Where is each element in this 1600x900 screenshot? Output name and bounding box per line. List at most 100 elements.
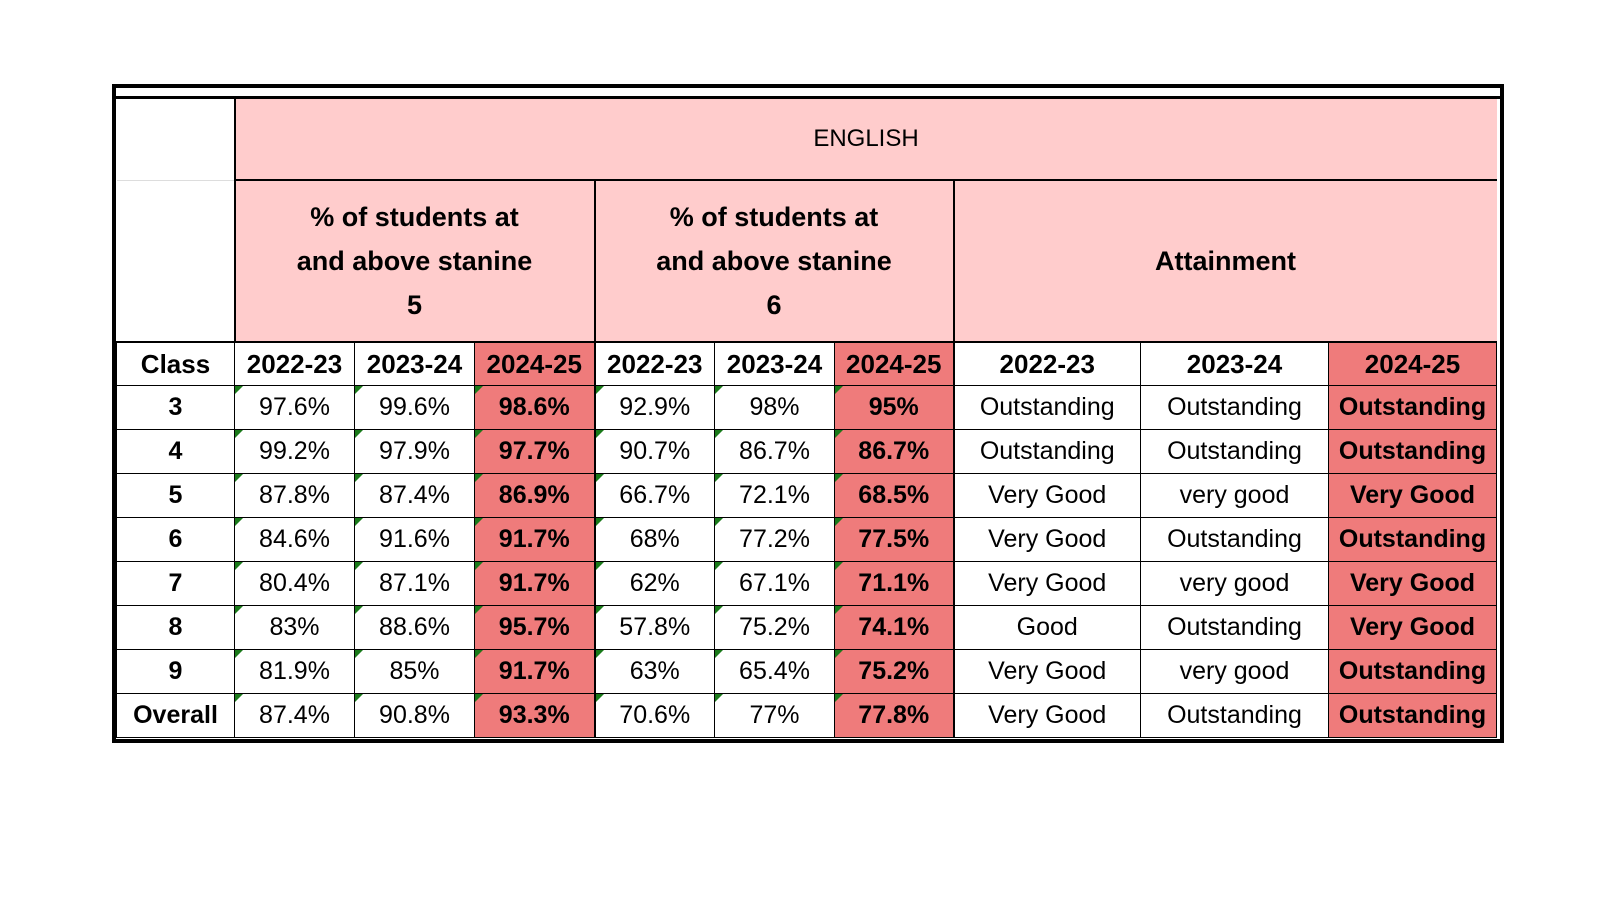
value-cell: Outstanding bbox=[1328, 517, 1497, 562]
value-cell: 57.8% bbox=[594, 605, 715, 650]
value-cell: 67.1% bbox=[714, 561, 835, 606]
year-header: 2024-25 bbox=[834, 341, 955, 386]
value-cell: 98% bbox=[714, 385, 835, 430]
value-cell: Very Good bbox=[953, 473, 1141, 518]
value-cell: 75.2% bbox=[834, 649, 955, 694]
value-cell: Very Good bbox=[953, 517, 1141, 562]
value-cell: very good bbox=[1140, 473, 1329, 518]
value-cell: 87.4% bbox=[354, 473, 475, 518]
value-cell: Very Good bbox=[1328, 473, 1497, 518]
value-cell: 93.3% bbox=[474, 693, 596, 738]
table-row: 4 99.2% 97.9% 97.7% 90.7% 86.7% 86.7% Outstandi… bbox=[116, 429, 1497, 474]
value-cell: 99.6% bbox=[354, 385, 475, 430]
table-row: 7 80.4% 87.1% 91.7% 62% 67.1% 71.1% Very Good ve… bbox=[116, 561, 1497, 606]
value-cell: 72.1% bbox=[714, 473, 835, 518]
value-cell: 84.6% bbox=[234, 517, 355, 562]
group-header-stanine6: % of students at and above stanine 6 bbox=[594, 180, 955, 342]
table-row: 9 81.9% 85% 91.7% 63% 65.4% 75.2% Very Good very… bbox=[116, 649, 1497, 694]
value-cell: Very Good bbox=[953, 561, 1141, 606]
year-header: 2022-23 bbox=[953, 341, 1141, 386]
year-header: 2023-24 bbox=[354, 341, 475, 386]
class-cell: 6 bbox=[116, 517, 235, 562]
value-cell: very good bbox=[1140, 649, 1329, 694]
value-cell: Outstanding bbox=[1140, 429, 1329, 474]
value-cell: Outstanding bbox=[1328, 649, 1497, 694]
class-cell: 5 bbox=[116, 473, 235, 518]
value-cell: Outstanding bbox=[1140, 385, 1329, 430]
value-cell: Outstanding bbox=[1140, 605, 1329, 650]
group-header-attainment: Attainment bbox=[953, 180, 1497, 342]
value-cell: 68% bbox=[594, 517, 715, 562]
value-cell: 98.6% bbox=[474, 385, 596, 430]
year-header: 2022-23 bbox=[594, 341, 715, 386]
value-cell: Outstanding bbox=[1328, 385, 1497, 430]
value-cell: Outstanding bbox=[1140, 517, 1329, 562]
value-cell: 66.7% bbox=[594, 473, 715, 518]
results-table-frame: ENGLISH % of students at and above stani… bbox=[112, 84, 1504, 743]
table-row: Overall 87.4% 90.8% 93.3% 70.6% 77% 77.8% Very … bbox=[116, 693, 1497, 738]
value-cell: 85% bbox=[354, 649, 475, 694]
value-cell: 81.9% bbox=[234, 649, 355, 694]
class-cell: 7 bbox=[116, 561, 235, 606]
year-header: 2024-25 bbox=[474, 341, 596, 386]
value-cell: 87.4% bbox=[234, 693, 355, 738]
value-cell: 91.7% bbox=[474, 517, 596, 562]
results-table: ENGLISH % of students at and above stani… bbox=[116, 99, 1497, 738]
value-cell: 87.8% bbox=[234, 473, 355, 518]
class-header: Class bbox=[116, 341, 235, 386]
value-cell: 70.6% bbox=[594, 693, 715, 738]
value-cell: 97.9% bbox=[354, 429, 475, 474]
year-header: 2024-25 bbox=[1328, 341, 1497, 386]
value-cell: 74.1% bbox=[834, 605, 955, 650]
value-cell: 77.8% bbox=[834, 693, 955, 738]
value-cell: 87.1% bbox=[354, 561, 475, 606]
value-cell: Very Good bbox=[1328, 605, 1497, 650]
value-cell: 91.7% bbox=[474, 561, 596, 606]
year-header: 2023-24 bbox=[714, 341, 835, 386]
value-cell: 77.2% bbox=[714, 517, 835, 562]
subject-header: ENGLISH bbox=[234, 99, 1497, 181]
value-cell: 86.7% bbox=[834, 429, 955, 474]
value-cell: 77% bbox=[714, 693, 835, 738]
value-cell: 97.6% bbox=[234, 385, 355, 430]
value-cell: 97.7% bbox=[474, 429, 596, 474]
year-header: 2023-24 bbox=[1140, 341, 1329, 386]
class-cell: 4 bbox=[116, 429, 235, 474]
value-cell: 71.1% bbox=[834, 561, 955, 606]
value-cell: 88.6% bbox=[354, 605, 475, 650]
value-cell: 92.9% bbox=[594, 385, 715, 430]
class-cell: Overall bbox=[116, 693, 235, 738]
value-cell: 99.2% bbox=[234, 429, 355, 474]
value-cell: 62% bbox=[594, 561, 715, 606]
class-cell: 8 bbox=[116, 605, 235, 650]
value-cell: Very Good bbox=[1328, 561, 1497, 606]
top-strip bbox=[116, 88, 1500, 99]
table-row: 8 83% 88.6% 95.7% 57.8% 75.2% 74.1% Good Outstan… bbox=[116, 605, 1497, 650]
value-cell: 80.4% bbox=[234, 561, 355, 606]
value-cell: very good bbox=[1140, 561, 1329, 606]
table-row: 6 84.6% 91.6% 91.7% 68% 77.2% 77.5% Very Good Ou… bbox=[116, 517, 1497, 562]
value-cell: 90.7% bbox=[594, 429, 715, 474]
corner-blank-top bbox=[116, 99, 236, 181]
value-cell: 95% bbox=[834, 385, 955, 430]
class-cell: 9 bbox=[116, 649, 235, 694]
year-header-row: Class 2022-23 2023-24 2024-25 2022-23 20… bbox=[116, 341, 1497, 386]
group-header-stanine5: % of students at and above stanine 5 bbox=[234, 180, 596, 342]
value-cell: Very Good bbox=[953, 649, 1141, 694]
value-cell: 86.7% bbox=[714, 429, 835, 474]
value-cell: 63% bbox=[594, 649, 715, 694]
value-cell: Outstanding bbox=[1328, 429, 1497, 474]
value-cell: 91.6% bbox=[354, 517, 475, 562]
value-cell: 77.5% bbox=[834, 517, 955, 562]
value-cell: 68.5% bbox=[834, 473, 955, 518]
value-cell: 95.7% bbox=[474, 605, 596, 650]
value-cell: 75.2% bbox=[714, 605, 835, 650]
value-cell: Outstanding bbox=[953, 429, 1141, 474]
value-cell: 83% bbox=[234, 605, 355, 650]
value-cell: Outstanding bbox=[953, 385, 1141, 430]
value-cell: 86.9% bbox=[474, 473, 596, 518]
value-cell: Good bbox=[953, 605, 1141, 650]
value-cell: 90.8% bbox=[354, 693, 475, 738]
corner-blank bbox=[116, 180, 236, 342]
class-cell: 3 bbox=[116, 385, 235, 430]
